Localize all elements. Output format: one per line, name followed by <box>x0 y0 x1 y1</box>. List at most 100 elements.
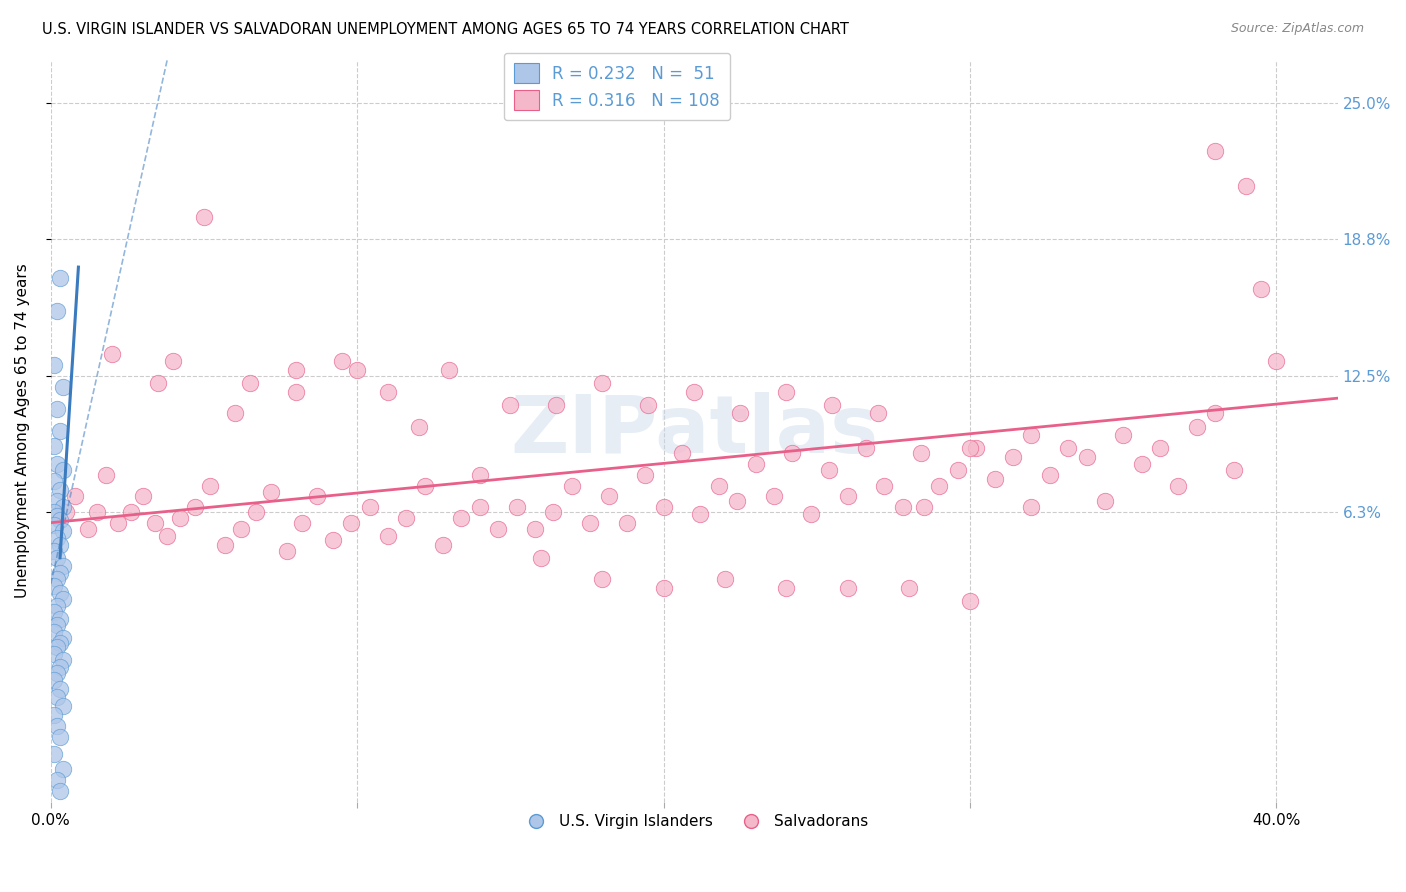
Point <box>1222 463 1244 477</box>
Point <box>76 522 98 536</box>
Point <box>965 442 987 456</box>
Point <box>1149 442 1171 456</box>
Point <box>744 457 766 471</box>
Point <box>224 407 246 421</box>
Point <box>959 594 981 608</box>
Point <box>346 363 368 377</box>
Point <box>46 550 69 565</box>
Point <box>42 624 65 639</box>
Point <box>307 490 329 504</box>
Point <box>598 490 620 504</box>
Point <box>855 442 877 456</box>
Point <box>359 500 381 515</box>
Point <box>46 573 69 587</box>
Point <box>49 566 72 580</box>
Point <box>46 493 69 508</box>
Point <box>671 446 693 460</box>
Point <box>468 467 491 482</box>
Point <box>94 467 117 482</box>
Point <box>530 550 553 565</box>
Point <box>291 516 314 530</box>
Text: Source: ZipAtlas.com: Source: ZipAtlas.com <box>1230 22 1364 36</box>
Point <box>1185 419 1208 434</box>
Point <box>591 573 613 587</box>
Point <box>1039 467 1062 482</box>
Point <box>891 500 914 515</box>
Point <box>284 363 307 377</box>
Point <box>1265 354 1288 368</box>
Point <box>432 537 454 551</box>
Point <box>800 507 823 521</box>
Point <box>437 363 460 377</box>
Point <box>543 505 565 519</box>
Point <box>42 359 65 373</box>
Point <box>928 478 950 492</box>
Point <box>46 303 69 318</box>
Point <box>156 529 179 543</box>
Point <box>46 719 69 733</box>
Point <box>245 505 267 519</box>
Point <box>46 402 69 417</box>
Point <box>184 500 207 515</box>
Point <box>42 517 65 532</box>
Point <box>46 618 69 632</box>
Legend: U.S. Virgin Islanders, Salvadorans: U.S. Virgin Islanders, Salvadorans <box>515 808 875 836</box>
Point <box>132 490 155 504</box>
Point <box>146 376 169 390</box>
Point <box>837 581 859 595</box>
Point <box>486 522 509 536</box>
Point <box>42 579 65 593</box>
Point <box>42 544 65 558</box>
Point <box>169 511 191 525</box>
Point <box>46 666 69 681</box>
Point <box>912 500 935 515</box>
Point <box>505 500 527 515</box>
Point <box>49 681 72 696</box>
Point <box>395 511 418 525</box>
Text: U.S. VIRGIN ISLANDER VS SALVADORAN UNEMPLOYMENT AMONG AGES 65 TO 74 YEARS CORREL: U.S. VIRGIN ISLANDER VS SALVADORAN UNEMP… <box>42 22 849 37</box>
Point <box>49 660 72 674</box>
Point <box>284 384 307 399</box>
Point <box>52 653 75 667</box>
Point <box>837 490 859 504</box>
Point <box>330 354 353 368</box>
Point <box>652 581 675 595</box>
Point <box>42 673 65 687</box>
Point <box>49 537 72 551</box>
Point <box>1250 282 1272 296</box>
Point <box>55 505 77 519</box>
Point <box>52 592 75 607</box>
Point <box>408 419 430 434</box>
Point <box>689 507 711 521</box>
Point <box>42 505 65 519</box>
Point <box>1094 493 1116 508</box>
Point <box>652 500 675 515</box>
Point <box>49 612 72 626</box>
Point <box>561 478 583 492</box>
Point <box>46 509 69 524</box>
Point <box>49 784 72 798</box>
Point <box>707 478 730 492</box>
Point <box>591 376 613 390</box>
Point <box>868 407 890 421</box>
Point <box>818 463 841 477</box>
Point <box>86 505 108 519</box>
Point <box>42 474 65 488</box>
Point <box>49 514 72 528</box>
Point <box>49 424 72 438</box>
Point <box>49 636 72 650</box>
Point <box>468 500 491 515</box>
Point <box>46 690 69 705</box>
Point <box>377 529 399 543</box>
Point <box>873 478 896 492</box>
Point <box>49 730 72 744</box>
Point <box>42 439 65 453</box>
Point <box>260 485 283 500</box>
Point <box>1001 450 1024 464</box>
Point <box>42 605 65 619</box>
Point <box>214 537 236 551</box>
Point <box>1021 500 1043 515</box>
Point <box>42 747 65 762</box>
Point <box>107 516 129 530</box>
Point <box>910 446 932 460</box>
